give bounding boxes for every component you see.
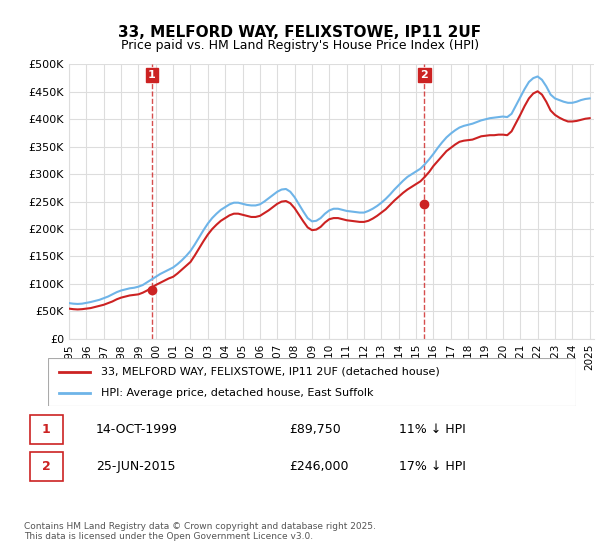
FancyBboxPatch shape <box>29 416 62 445</box>
Text: 14-OCT-1999: 14-OCT-1999 <box>96 423 178 436</box>
Text: 1: 1 <box>148 70 156 80</box>
Text: Contains HM Land Registry data © Crown copyright and database right 2025.
This d: Contains HM Land Registry data © Crown c… <box>24 522 376 542</box>
Text: 11% ↓ HPI: 11% ↓ HPI <box>400 423 466 436</box>
Text: 2: 2 <box>42 460 50 473</box>
Text: HPI: Average price, detached house, East Suffolk: HPI: Average price, detached house, East… <box>101 388 373 398</box>
Text: 33, MELFORD WAY, FELIXSTOWE, IP11 2UF (detached house): 33, MELFORD WAY, FELIXSTOWE, IP11 2UF (d… <box>101 367 440 377</box>
Text: 25-JUN-2015: 25-JUN-2015 <box>96 460 175 473</box>
FancyBboxPatch shape <box>29 451 62 480</box>
Text: 17% ↓ HPI: 17% ↓ HPI <box>400 460 466 473</box>
Text: £89,750: £89,750 <box>289 423 341 436</box>
FancyBboxPatch shape <box>48 358 576 406</box>
Text: 1: 1 <box>42 423 50 436</box>
Text: £246,000: £246,000 <box>289 460 349 473</box>
Text: Price paid vs. HM Land Registry's House Price Index (HPI): Price paid vs. HM Land Registry's House … <box>121 39 479 52</box>
Text: 2: 2 <box>421 70 428 80</box>
Text: 33, MELFORD WAY, FELIXSTOWE, IP11 2UF: 33, MELFORD WAY, FELIXSTOWE, IP11 2UF <box>118 25 482 40</box>
